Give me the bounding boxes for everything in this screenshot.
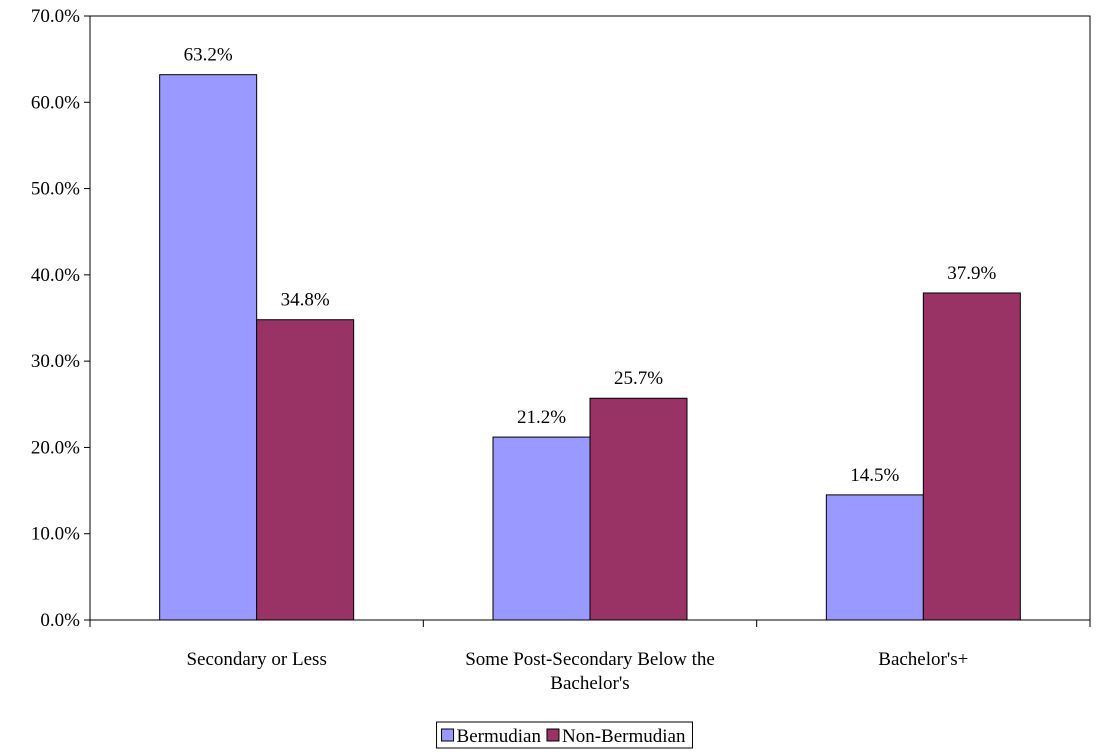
y-tick-label: 40.0% [31,265,80,286]
bar [159,74,258,621]
legend [436,721,693,749]
x-tick-label: Bachelor's [550,673,629,694]
data-label: 63.2% [184,45,233,66]
y-tick-label: 50.0% [31,179,80,200]
data-label: 21.2% [517,407,566,428]
legend-label: Non-Bermudian [562,726,686,747]
x-tick-label: Bachelor's+ [878,649,968,670]
y-tick-label: 60.0% [31,92,80,113]
legend-swatch [441,728,455,742]
y-tick-label: 30.0% [31,351,80,372]
y-tick-label: 20.0% [31,437,80,458]
data-label: 25.7% [614,368,663,389]
data-label: 37.9% [947,263,996,284]
data-label: 34.8% [281,290,330,311]
x-tick-label: Some Post-Secondary Below the [465,649,715,670]
data-label: 14.5% [850,465,899,486]
legend-swatch [546,728,560,742]
y-tick-label: 10.0% [31,524,80,545]
bar [492,436,591,621]
legend-label: Bermudian [457,726,542,747]
bar [589,397,688,621]
y-tick-label: 0.0% [40,610,80,631]
bar [256,319,355,621]
y-tick-label: 70.0% [31,6,80,27]
bar [825,494,924,621]
x-tick-label: Secondary or Less [186,649,326,670]
bar [922,292,1021,621]
